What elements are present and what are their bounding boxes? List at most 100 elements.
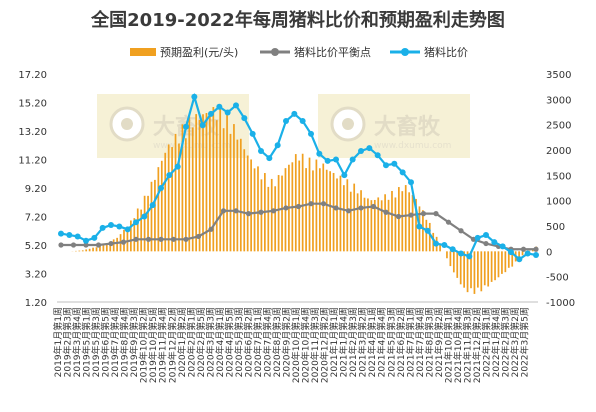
- x-tick-0: 2019年1月第1周: [52, 307, 64, 377]
- ratio-point: [208, 110, 214, 117]
- x-tick-36: 2021年6月第2周: [395, 307, 407, 377]
- ratio-point: [99, 224, 106, 231]
- y-axis-left: 1.20 3.20 5.20 7.20 9.20 11.20 13.20 15.20 17.20: [18, 70, 47, 309]
- profit-bar: [487, 251, 490, 287]
- ratio-point: [224, 109, 231, 116]
- profit-bar: [322, 163, 325, 252]
- ratio-point: [324, 157, 331, 164]
- profit-bar: [281, 175, 283, 252]
- profit-bar: [239, 138, 242, 252]
- profit-bar: [236, 139, 239, 252]
- x-tick-37: 2021年7月第1周: [404, 307, 416, 377]
- x-tick-11: 2019年11月第4周: [157, 307, 169, 383]
- profit-bar: [95, 247, 98, 252]
- profit-bar: [507, 251, 510, 268]
- ratio-point: [449, 246, 456, 253]
- profit-bar: [456, 251, 459, 278]
- profit-bar: [521, 251, 524, 256]
- profit-bar: [408, 192, 411, 252]
- ratio-point: [341, 172, 348, 179]
- breakeven-point: [420, 211, 427, 217]
- profit-bar: [325, 169, 328, 252]
- ratio-point: [499, 243, 506, 250]
- x-tick-12: 2019年12月第2周: [166, 307, 178, 383]
- profit-bar: [147, 195, 149, 252]
- profit-bar: [116, 237, 118, 252]
- profit-bar: [81, 250, 84, 252]
- x-tick-3: 2019年5月第1周: [81, 307, 93, 377]
- ratio-point: [399, 169, 406, 176]
- x-tick-5: 2019年6月第5周: [100, 307, 112, 377]
- x-tick-13: 2020年1月第2周: [176, 307, 188, 377]
- breakeven-point: [358, 205, 364, 211]
- profit-bar: [270, 178, 273, 252]
- profit-bar: [446, 251, 448, 259]
- y-axis-right: -1000 -500 0 500 1000 1500 2000 2500 3000 3500: [546, 70, 575, 309]
- profit-bar: [511, 251, 514, 267]
- ratio-point: [283, 118, 289, 125]
- x-tick-34: 2021年4月第4周: [376, 307, 388, 377]
- breakeven-point: [70, 242, 77, 248]
- ratio-point: [299, 118, 306, 125]
- ratio-point: [516, 256, 523, 263]
- watermark-sub-1: www.dxumu.com: [374, 141, 451, 151]
- profit-bar: [473, 251, 476, 294]
- watermark-text-1: 大畜牧: [374, 114, 441, 140]
- breakeven-point: [283, 205, 289, 211]
- x-tick-18: 2020年4月第5周: [223, 307, 235, 377]
- profit-bar: [404, 185, 407, 252]
- profit-bar: [349, 191, 352, 252]
- profit-bar: [212, 107, 215, 252]
- ratio-point: [358, 147, 364, 154]
- y-right-tick-5: 1500: [546, 171, 571, 182]
- ratio-point: [316, 150, 323, 157]
- ratio-point: [91, 234, 98, 241]
- ratio-point: [508, 249, 514, 256]
- x-tick-29: 2021年1月第1周: [328, 307, 340, 377]
- profit-bar: [343, 185, 345, 252]
- profit-bar: [112, 239, 115, 252]
- profit-bar: [178, 143, 180, 252]
- ratio-point: [408, 179, 414, 186]
- profit-bar: [387, 199, 390, 252]
- breakeven-point: [308, 201, 314, 207]
- ratio-point: [66, 232, 73, 239]
- ratio-point: [233, 102, 239, 109]
- profit-bar: [167, 144, 170, 252]
- profit-bar: [528, 250, 531, 252]
- profit-bar: [105, 243, 108, 252]
- profit-bar: [133, 218, 136, 252]
- profit-bar: [85, 249, 88, 252]
- breakeven-point: [120, 239, 127, 245]
- x-tick-27: 2020年11月第3周: [309, 307, 321, 383]
- profit-bar: [439, 244, 441, 252]
- legend-marker-breakeven: [271, 48, 279, 56]
- profit-bar: [501, 251, 503, 274]
- x-tick-35: 2021年5月第3周: [385, 307, 397, 377]
- ratio-point: [291, 110, 298, 117]
- profit-bar: [401, 191, 404, 252]
- profit-bar: [260, 179, 263, 252]
- x-tick-20: 2020年6月第2周: [242, 307, 254, 377]
- profit-bar: [336, 178, 338, 252]
- profit-bar: [332, 172, 335, 252]
- breakeven-point: [458, 228, 464, 234]
- x-tick-24: 2020年9月第2周: [281, 307, 293, 377]
- ratio-point: [149, 202, 156, 209]
- profit-bar: [154, 179, 156, 252]
- breakeven-point: [145, 236, 152, 242]
- x-tick-2: 2019年3月第4周: [71, 307, 83, 377]
- profit-bar: [518, 251, 520, 260]
- breakeven-point: [183, 236, 189, 242]
- x-tick-39: 2021年8月第3周: [423, 307, 435, 377]
- watermark-sub-0: www.dxumu.com: [153, 141, 230, 151]
- profit-bar: [229, 133, 232, 252]
- ratio-point: [258, 147, 264, 154]
- ratio-point: [416, 223, 423, 230]
- ratio-point: [433, 240, 439, 247]
- ratio-point: [391, 160, 398, 167]
- y-left-tick-1: 3.20: [25, 270, 47, 281]
- profit-bar: [222, 128, 225, 252]
- breakeven-point: [445, 219, 452, 225]
- x-tick-43: 2021年11月第3周: [461, 307, 473, 383]
